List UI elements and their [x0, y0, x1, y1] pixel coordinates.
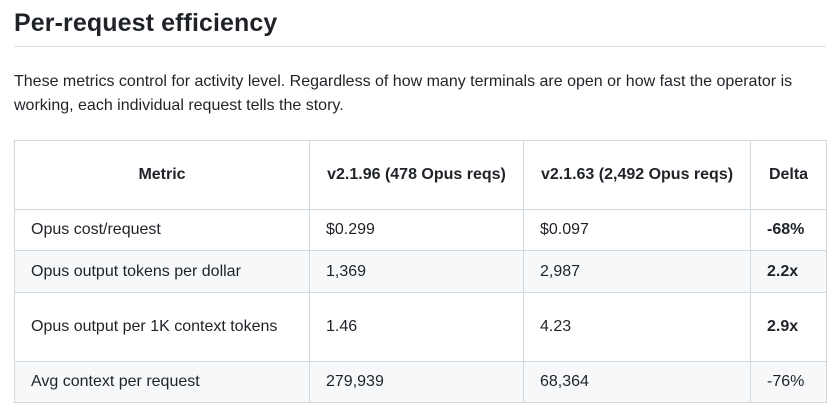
table-row: Avg context per request 279,939 68,364 -…: [14, 361, 827, 403]
column-header-delta: Delta: [750, 140, 827, 210]
v2163-cell: $0.097: [523, 209, 751, 251]
delta-cell: -68%: [750, 209, 827, 251]
v2163-cell: 2,987: [523, 250, 751, 293]
v2196-cell: $0.299: [309, 209, 524, 251]
section-description: These metrics control for activity level…: [14, 73, 793, 114]
v2196-cell: 1.46: [309, 292, 524, 362]
v2163-cell: 4.23: [523, 292, 751, 362]
delta-cell: 2.2x: [750, 250, 827, 293]
column-header-v2196: v2.1.96 (478 Opus reqs): [309, 140, 524, 210]
table-row: Opus cost/request $0.299 $0.097 -68%: [14, 209, 827, 251]
column-header-metric: Metric: [14, 140, 310, 210]
metric-cell: Opus output per 1K context tokens: [14, 292, 310, 362]
delta-cell: 2.9x: [750, 292, 827, 362]
v2163-cell: 68,364: [523, 361, 751, 403]
metric-cell: Opus output tokens per dollar: [14, 250, 310, 293]
v2196-cell: 1,369: [309, 250, 524, 293]
column-header-v2163: v2.1.63 (2,492 Opus reqs): [523, 140, 751, 210]
v2196-cell: 279,939: [309, 361, 524, 403]
delta-cell: -76%: [750, 361, 827, 403]
metric-cell: Opus cost/request: [14, 209, 310, 251]
table-row: Opus output per 1K context tokens 1.46 4…: [14, 292, 827, 362]
table-row: Opus output tokens per dollar 1,369 2,98…: [14, 250, 827, 293]
efficiency-table: Metric v2.1.96 (478 Opus reqs) v2.1.63 (…: [14, 140, 827, 403]
metric-cell: Avg context per request: [14, 361, 310, 403]
heading-divider: [14, 46, 826, 47]
table-header-row: Metric v2.1.96 (478 Opus reqs) v2.1.63 (…: [14, 140, 827, 210]
section-heading: Per-request efficiency: [14, 9, 278, 37]
